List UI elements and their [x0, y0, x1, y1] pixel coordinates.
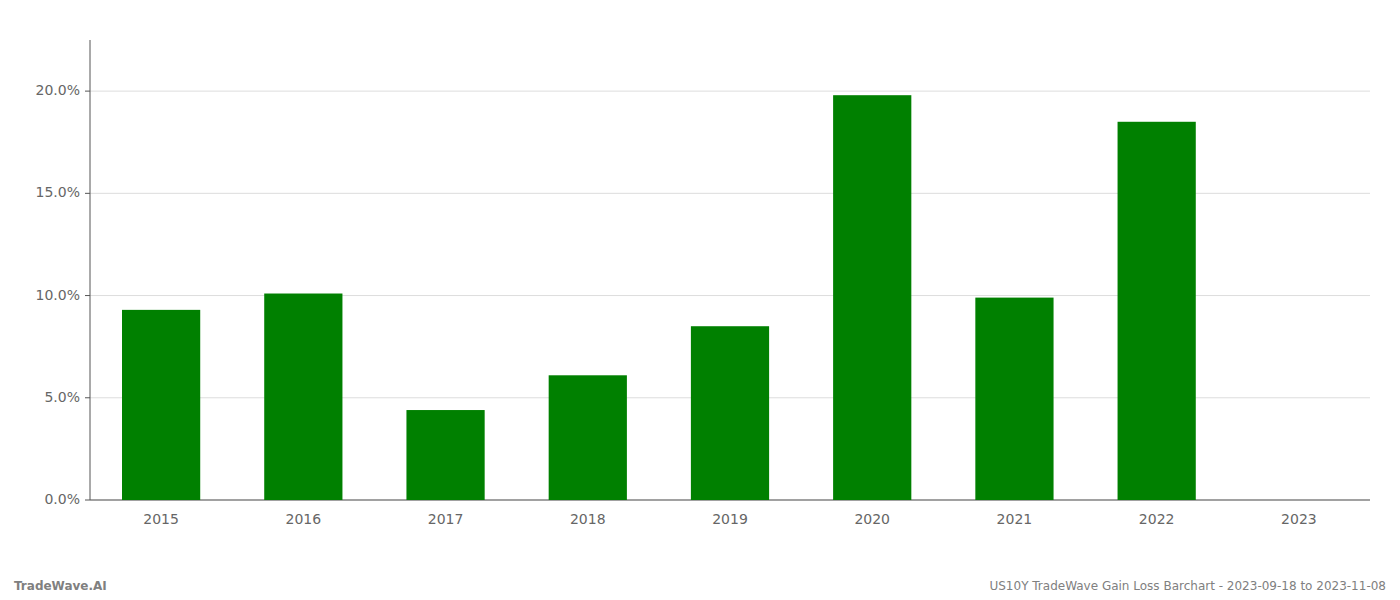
bar: [122, 310, 200, 500]
grid-line: [90, 91, 1370, 92]
x-tick-label: 2021: [997, 511, 1033, 527]
bar: [549, 375, 627, 500]
grid: [90, 91, 1370, 500]
x-tick-label: 2015: [143, 511, 179, 527]
axes: [85, 40, 1370, 500]
y-tick: [85, 295, 90, 296]
y-axis-line: [90, 40, 91, 500]
bar: [975, 298, 1053, 500]
footer-right: US10Y TradeWave Gain Loss Barchart - 202…: [989, 579, 1386, 593]
y-tick-label: 15.0%: [36, 184, 80, 200]
y-tick-label: 20.0%: [36, 82, 80, 98]
bars: [122, 95, 1196, 500]
page: {"chart_data": {"type": "bar", "categori…: [0, 0, 1400, 600]
x-tick-label: 2019: [712, 511, 748, 527]
texts: 0.0% 5.0% 10.0% 15.0% 20.0% 2015 2016 2017 2018 2…: [14, 82, 1386, 593]
x-tick-label: 2018: [570, 511, 606, 527]
x-tick-label: 2016: [286, 511, 322, 527]
bar: [833, 95, 911, 500]
y-tick: [85, 91, 90, 92]
chart-container: 0.0% 5.0% 10.0% 15.0% 20.0% 2015 2016 2017 2018 2…: [0, 0, 1400, 600]
bar: [406, 410, 484, 500]
y-tick: [85, 193, 90, 194]
y-tick: [85, 500, 90, 501]
bar: [264, 294, 342, 500]
y-tick-label: 0.0%: [44, 491, 80, 507]
x-tick-label: 2017: [428, 511, 464, 527]
x-tick-label: 2022: [1139, 511, 1175, 527]
x-tick-label: 2020: [854, 511, 890, 527]
x-tick-label: 2023: [1281, 511, 1317, 527]
footer-left: TradeWave.AI: [14, 579, 107, 593]
y-tick: [85, 397, 90, 398]
y-tick-label: 10.0%: [36, 287, 80, 303]
bar: [691, 326, 769, 500]
chart-svg: 0.0% 5.0% 10.0% 15.0% 20.0% 2015 2016 2017 2018 2…: [0, 0, 1400, 600]
bar: [1118, 122, 1196, 500]
y-tick-label: 5.0%: [44, 389, 80, 405]
